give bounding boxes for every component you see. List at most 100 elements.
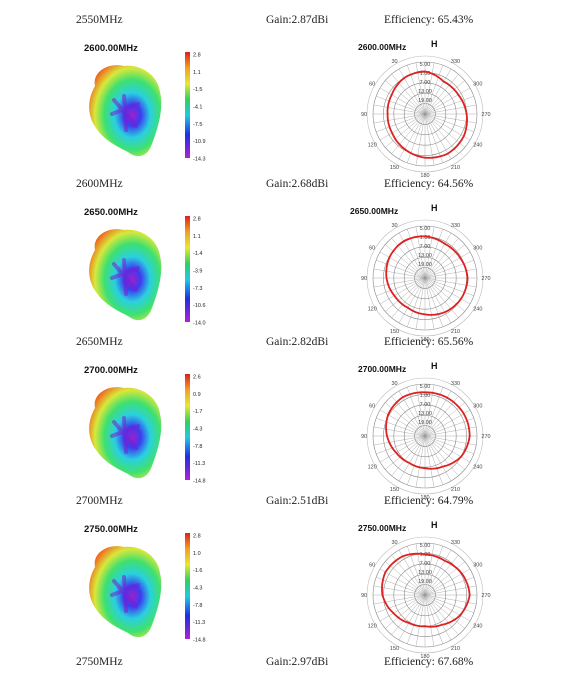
- polar-ring-label: 1.00: [420, 235, 431, 241]
- polar-ring-label: 7.00: [420, 244, 431, 250]
- colorbar-tick-label: -3.9: [193, 269, 202, 275]
- colorbar-tick-label: 1.0: [193, 551, 201, 557]
- caption-gain: Gain:2.82dBi: [266, 336, 329, 348]
- caption-frequency: 2750MHz: [76, 656, 123, 668]
- colorbar-tick-label: -7.3: [193, 286, 202, 292]
- polar-angle-label: 120: [368, 307, 377, 313]
- figure-svg: 2.8 1.1 -1.5 -4.1 -7.5 -10.9 -14.3 30 60 90 120 150…: [89, 39, 491, 179]
- figure-svg: 2.8 1.0 -1.6 -4.3 -7.8 -11.3 -14.8 30 60 90 120 150…: [89, 520, 491, 660]
- polar-angle-label: 210: [451, 165, 460, 171]
- polar-ring-label: 7.00: [420, 561, 431, 567]
- colorbar-tick-label: 2.8: [193, 534, 201, 540]
- caption-efficiency: Efficiency: 65.43%: [384, 14, 474, 26]
- polar-angle-label: 300: [473, 404, 482, 410]
- polar-angle-label: 180: [420, 173, 429, 179]
- colorbar-tick-label: -4.3: [193, 586, 202, 592]
- polar-angle-label: 90: [361, 112, 367, 118]
- polar-plot: 3060901201501802102402703003305.001.007.…: [361, 219, 491, 343]
- polar-trace: [381, 552, 471, 628]
- colorbar: [185, 52, 190, 158]
- colorbar-tick-label: 2.8: [193, 217, 201, 223]
- polar-ring-label: 13.00: [418, 89, 432, 95]
- caption-efficiency: Efficiency: 67.68%: [384, 656, 474, 668]
- figure-svg: 2.8 1.1 -1.4 -3.9 -7.3 -10.6 -14.0 30 60 90 120 150…: [89, 203, 491, 343]
- polar-plane-label: H: [431, 361, 438, 371]
- colorbar-tick-label: -1.5: [193, 87, 202, 93]
- colorbar: [185, 533, 190, 639]
- polar-angle-label: 150: [390, 487, 399, 493]
- polar-ring-label: 5.00: [420, 543, 431, 549]
- caption-frequency: 2600MHz: [76, 178, 123, 190]
- radiation-pattern-panel: 2700.00MHz 2.6 0.9 -1.7 -4.3 -7.8 -11.3 -14.8 30…: [0, 356, 562, 511]
- polar-angle-label: 150: [390, 646, 399, 652]
- polar-ring-label: 7.00: [420, 402, 431, 408]
- polar-plot: 3060901201501802102402703003305.001.007.…: [361, 536, 491, 660]
- polar-angle-label: 270: [481, 434, 490, 440]
- caption-efficiency: Efficiency: 64.79%: [384, 495, 474, 507]
- polar-angle-label: 180: [420, 337, 429, 343]
- pattern-3d-null-region: [110, 94, 140, 132]
- colorbar-tick-label: -11.3: [193, 620, 205, 626]
- polar-title: 2700.00MHz: [358, 364, 406, 374]
- polar-trace: [385, 235, 469, 316]
- polar-plot: 3060901201501802102402703003305.001.007.…: [361, 377, 491, 501]
- colorbar-tick-label: -14.8: [193, 479, 206, 485]
- polar-ring-label: 19.00: [418, 262, 432, 268]
- polar-plane-label: H: [431, 203, 438, 213]
- radiation-pattern-panel: 2650.00MHz 2.8 1.1 -1.4 -3.9 -7.3 -10.6 -14.0 30…: [0, 198, 562, 353]
- polar-plot: 3060901201501802102402703003305.001.007.…: [361, 55, 491, 179]
- polar-plane-label: H: [431, 39, 438, 49]
- polar-angle-label: 90: [361, 276, 367, 282]
- colorbar-tick-label: -14.8: [193, 638, 206, 644]
- polar-angle-label: 270: [481, 593, 490, 599]
- colorbar-tick-label: -14.0: [193, 321, 206, 327]
- polar-angle-label: 270: [481, 276, 490, 282]
- colorbar-tick-label: 0.9: [193, 392, 201, 398]
- polar-ring-label: 19.00: [418, 420, 432, 426]
- colorbar-tick-label: -14.3: [193, 157, 206, 163]
- colorbar-tick-label: -1.7: [193, 409, 202, 415]
- polar-ring-label: 5.00: [420, 226, 431, 232]
- colorbar-tick-label: -10.9: [193, 139, 206, 145]
- pattern-3d-title: 2750.00MHz: [84, 524, 138, 535]
- polar-angle-label: 300: [473, 82, 482, 88]
- colorbar-tick-label: -4.1: [193, 105, 202, 111]
- colorbar: [185, 374, 190, 480]
- polar-angle-label: 30: [391, 223, 397, 229]
- colorbar-tick-label: 2.8: [193, 53, 201, 59]
- colorbar-tick-label: -1.6: [193, 568, 202, 574]
- polar-angle-label: 150: [390, 165, 399, 171]
- pattern-3d-title: 2700.00MHz: [84, 365, 138, 376]
- polar-angle-label: 30: [391, 381, 397, 387]
- polar-angle-label: 240: [473, 624, 482, 630]
- colorbar-tick-label: -4.3: [193, 427, 202, 433]
- colorbar-tick-label: -7.5: [193, 122, 202, 128]
- caption-frequency: 2700MHz: [76, 495, 123, 507]
- caption-frequency: 2650MHz: [76, 336, 123, 348]
- polar-trace: [385, 391, 471, 470]
- polar-ring-label: 13.00: [418, 411, 432, 417]
- colorbar-tick-label: -11.3: [193, 461, 205, 467]
- colorbar-tick-label: -7.8: [193, 603, 202, 609]
- polar-trace: [386, 70, 468, 159]
- polar-ring-label: 19.00: [418, 98, 432, 104]
- caption-gain: Gain:2.87dBi: [266, 14, 329, 26]
- pattern-3d-title: 2650.00MHz: [84, 207, 138, 218]
- polar-ring-label: 5.00: [420, 62, 431, 68]
- radiation-pattern-panel: 2750.00MHz 2.8 1.0 -1.6 -4.3 -7.8 -11.3 -14.8 30…: [0, 515, 562, 670]
- polar-title: 2650.00MHz: [350, 206, 398, 216]
- polar-ring-label: 13.00: [418, 570, 432, 576]
- polar-angle-label: 270: [481, 112, 490, 118]
- figure-svg: 2.6 0.9 -1.7 -4.3 -7.8 -11.3 -14.8 30 60 90 120 150…: [89, 361, 491, 501]
- polar-ring-label: 7.00: [420, 80, 431, 86]
- polar-title: 2750.00MHz: [358, 523, 406, 533]
- polar-angle-label: 180: [420, 654, 429, 660]
- polar-angle-label: 60: [369, 404, 375, 410]
- caption-efficiency: Efficiency: 65.56%: [384, 336, 474, 348]
- polar-angle-label: 180: [420, 495, 429, 501]
- polar-angle-label: 300: [473, 246, 482, 252]
- polar-angle-label: 150: [390, 329, 399, 335]
- polar-angle-label: 240: [473, 143, 482, 149]
- caption-efficiency: Efficiency: 64.56%: [384, 178, 474, 190]
- caption-gain: Gain:2.68dBi: [266, 178, 329, 190]
